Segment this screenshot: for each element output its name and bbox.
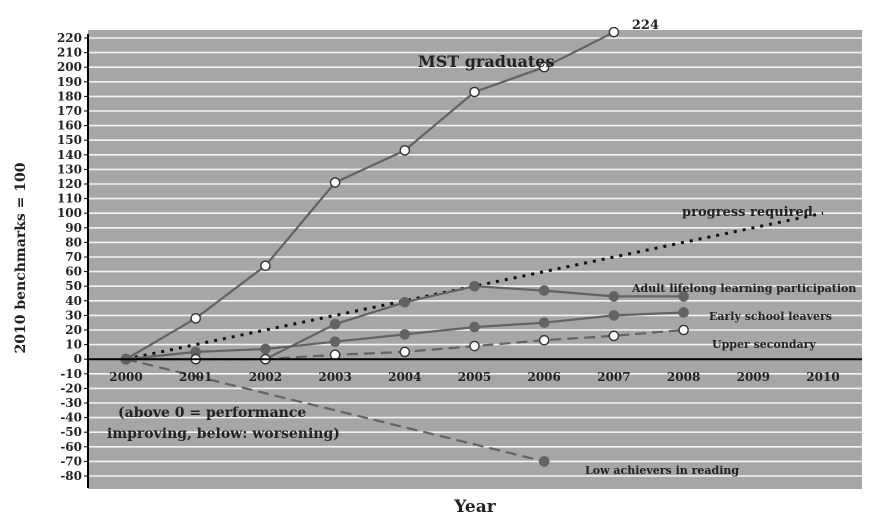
series-line-progress-required: [125, 211, 824, 361]
data-point-adult-lifelong-learning-participation: [399, 296, 411, 308]
x-tick-label: 2007: [597, 370, 630, 384]
y-tick-label: 150: [57, 133, 82, 147]
y-tick-labels: -80-70-60-50-40-30-20-100102030405060708…: [57, 31, 88, 483]
y-tick-label: 220: [57, 31, 82, 45]
data-point-upper-secondary: [399, 346, 411, 358]
y-tick-label: 180: [57, 89, 82, 103]
data-point-adult-lifelong-learning-participation: [678, 291, 689, 302]
y-tick-label: 80: [65, 235, 82, 249]
series-labels: MST graduates 224 progress required Adult l…: [418, 18, 856, 477]
y-tick-label: 210: [57, 46, 82, 60]
y-tick-label: -80: [60, 469, 82, 483]
y-tick-label: 20: [65, 323, 82, 337]
data-point-early-school-leavers: [538, 317, 550, 329]
y-tick-label: -30: [60, 396, 82, 410]
data-point-upper-secondary: [608, 330, 620, 342]
series-line-mst-graduates: [125, 31, 615, 361]
x-tick-label: 2008: [667, 370, 700, 384]
series-line-low-achievers-in-reading: [125, 358, 545, 463]
y-tick-label: 60: [65, 265, 82, 279]
note-line-1: (above 0 = performance: [118, 405, 306, 421]
data-point-early-school-leavers: [260, 343, 271, 355]
y-tick-label: 120: [57, 177, 82, 191]
y-tick-label: 100: [57, 206, 82, 220]
data-point-upper-secondary: [678, 324, 689, 336]
y-tick-label: 130: [57, 162, 82, 176]
y-axis-label: 2010 benchmarks = 100: [13, 162, 29, 353]
series-label-low-achievers-in-reading: Low achievers in reading: [585, 464, 739, 477]
y-tick-label: 30: [65, 308, 82, 322]
data-point-mst-graduates: [538, 61, 550, 73]
data-point-low-achievers-in-reading: [538, 456, 550, 467]
data-point-early-school-leavers: [399, 329, 411, 340]
y-tick-label: 190: [57, 75, 82, 89]
y-tick-label: 140: [57, 148, 82, 162]
series-label-upper-secondary: Upper secondary: [712, 338, 816, 351]
y-tick-label: 10: [65, 338, 82, 352]
data-point-upper-secondary: [538, 334, 550, 346]
y-tick-label: -70: [60, 454, 82, 468]
y-tick-label: -40: [60, 411, 82, 425]
series-label-mst-graduates: MST graduates: [418, 52, 555, 71]
y-tick-label: -50: [60, 425, 82, 439]
data-point-mst-graduates: [399, 145, 411, 156]
data-point-early-school-leavers: [678, 307, 689, 318]
series-label-early-school-leavers: Early school leavers: [709, 310, 832, 323]
data-point-early-school-leavers: [329, 336, 341, 347]
x-tick-label: 2001: [179, 370, 212, 384]
data-point-mst-graduates: [469, 86, 480, 98]
x-tick-label: 2002: [249, 370, 282, 384]
x-tick-label: 2010: [806, 370, 839, 384]
data-point-upper-secondary: [329, 349, 341, 361]
x-tick-label: 2005: [458, 370, 491, 384]
note-line-2: improving, below: worsening): [107, 426, 340, 442]
y-tick-label: 90: [65, 221, 82, 235]
x-axis-label: Year: [453, 497, 496, 517]
y-tick-label: -10: [60, 367, 82, 381]
data-point-mst-graduates: [260, 260, 271, 272]
data-point-early-school-leavers: [608, 310, 620, 321]
y-tick-label: 70: [65, 250, 82, 264]
x-tick-label: 2000: [109, 370, 142, 384]
data-point-adult-lifelong-learning-participation: [329, 318, 341, 330]
y-tick-label: 40: [65, 294, 82, 308]
data-point-mst-graduates: [608, 26, 620, 38]
series-label-adult-lifelong-learning-participation: Adult lifelong learning participation: [631, 282, 856, 295]
y-tick-label: 110: [57, 192, 82, 206]
data-point-mst-graduates: [329, 177, 341, 188]
x-tick-label: 2003: [318, 370, 351, 384]
y-tick-label: 50: [65, 279, 82, 293]
y-tick-label: -20: [60, 381, 82, 395]
y-tick-label: 200: [57, 60, 82, 74]
x-tick-label: 2009: [737, 370, 770, 384]
x-tick-label: 2004: [388, 370, 421, 384]
series-label-progress-required: progress required: [682, 205, 813, 220]
plot-background: [88, 30, 862, 489]
x-tick-label: 2006: [527, 370, 560, 384]
y-tick-label: 170: [57, 104, 82, 118]
data-point-adult-lifelong-learning-participation: [469, 280, 480, 292]
data-point-adult-lifelong-learning-participation: [608, 291, 620, 302]
data-label-mst-graduates-end: 224: [632, 18, 659, 33]
data-point-early-school-leavers: [469, 321, 480, 333]
x-tick-labels: 2000 2001 2002 2003 2004 2005 2006 2007 2008 2009…: [109, 370, 839, 384]
data-point-adult-lifelong-learning-participation: [538, 285, 550, 296]
data-point-upper-secondary: [469, 340, 480, 352]
y-tick-label: -60: [60, 440, 82, 454]
y-tick-label: 160: [57, 119, 82, 133]
data-point-mst-graduates: [190, 313, 201, 324]
y-tick-label: 0: [74, 352, 82, 366]
